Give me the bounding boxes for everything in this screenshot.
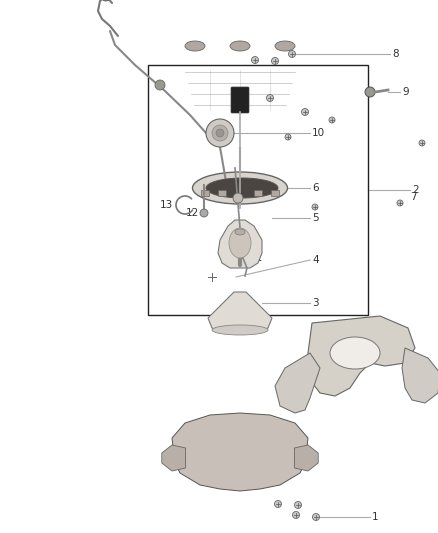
Circle shape <box>200 209 208 217</box>
Bar <box>148 65 368 315</box>
Text: 8: 8 <box>392 49 399 59</box>
Bar <box>218 190 226 196</box>
Circle shape <box>216 129 224 137</box>
Circle shape <box>365 87 375 97</box>
Text: 10: 10 <box>312 128 325 138</box>
Circle shape <box>251 56 258 63</box>
Text: 2: 2 <box>412 185 419 195</box>
Bar <box>201 190 209 196</box>
Circle shape <box>212 125 228 141</box>
Polygon shape <box>172 413 308 491</box>
Circle shape <box>301 109 308 116</box>
Text: 1: 1 <box>372 512 378 522</box>
Circle shape <box>312 204 318 210</box>
Circle shape <box>155 80 165 90</box>
Polygon shape <box>208 292 272 332</box>
Text: 7: 7 <box>410 192 417 202</box>
Circle shape <box>233 193 243 203</box>
Circle shape <box>293 512 300 519</box>
FancyBboxPatch shape <box>231 87 249 113</box>
Bar <box>271 190 279 196</box>
Ellipse shape <box>192 172 287 204</box>
Ellipse shape <box>230 41 250 51</box>
Ellipse shape <box>185 41 205 51</box>
Polygon shape <box>294 445 318 471</box>
Circle shape <box>312 513 319 521</box>
Ellipse shape <box>275 41 295 51</box>
Text: 6: 6 <box>312 183 318 193</box>
Ellipse shape <box>229 228 251 258</box>
Polygon shape <box>275 353 320 413</box>
Polygon shape <box>218 220 262 268</box>
Ellipse shape <box>206 178 278 198</box>
Circle shape <box>294 502 301 508</box>
Text: 12: 12 <box>186 208 199 218</box>
Text: 3: 3 <box>312 298 318 308</box>
Circle shape <box>275 500 282 507</box>
Text: 13: 13 <box>160 200 173 210</box>
Text: 9: 9 <box>402 87 409 97</box>
Polygon shape <box>402 348 438 403</box>
Text: 4: 4 <box>312 255 318 265</box>
Polygon shape <box>308 316 415 396</box>
Circle shape <box>272 58 279 64</box>
Bar <box>254 190 262 196</box>
Text: 5: 5 <box>312 213 318 223</box>
Circle shape <box>419 140 425 146</box>
Circle shape <box>206 119 234 147</box>
Circle shape <box>289 51 296 58</box>
Circle shape <box>285 134 291 140</box>
Text: 11: 11 <box>250 253 263 263</box>
Circle shape <box>101 0 111 1</box>
Circle shape <box>397 200 403 206</box>
Ellipse shape <box>235 229 245 235</box>
Ellipse shape <box>212 325 268 335</box>
Polygon shape <box>162 445 186 471</box>
Circle shape <box>266 94 273 101</box>
Ellipse shape <box>330 337 380 369</box>
Circle shape <box>329 117 335 123</box>
